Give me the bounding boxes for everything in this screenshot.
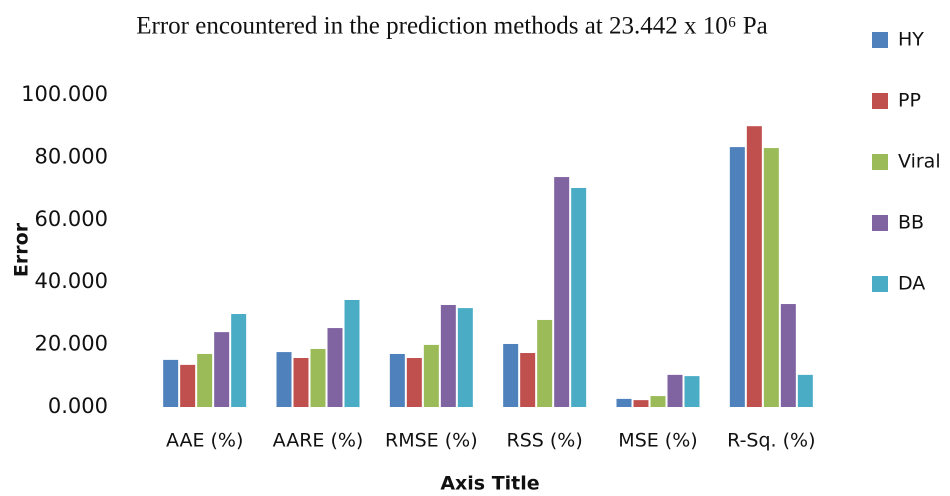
y-axis-title: Error [11,222,33,277]
x-tick-label: R-Sq. (%) [727,430,815,452]
bar [423,344,439,407]
bar [554,177,570,407]
bar [684,376,700,407]
bar [780,304,796,407]
bar [163,359,179,407]
legend-label: HY [898,29,924,51]
bar [440,304,456,407]
chart-title: Error encountered in the prediction meth… [136,13,767,40]
bar [520,353,536,407]
bar [763,148,779,408]
x-tick-label: AAE (%) [166,430,243,452]
y-tick-label: 0.000 [48,394,108,418]
bar [293,358,309,407]
legend-label: DA [898,273,925,295]
legend-swatch [872,154,888,170]
bar [746,126,762,407]
legend-swatch [872,32,888,48]
y-tick-label: 60.000 [35,207,108,231]
x-tick-label: RMSE (%) [385,430,478,452]
x-axis-title: Axis Title [440,473,539,495]
legend-label: Viral [898,151,941,173]
bar [797,374,813,407]
bar [310,348,326,407]
y-tick-label: 80.000 [35,144,108,168]
bar [231,314,247,407]
bar [633,400,649,407]
x-tick-label: AARE (%) [273,430,364,452]
bar [667,374,683,407]
y-tick-label: 40.000 [35,269,108,293]
y-tick-label: 20.000 [35,332,108,356]
bar [389,353,405,407]
legend-swatch [872,276,888,292]
x-tick-label: MSE (%) [618,430,697,452]
bar [180,364,196,407]
bar [406,358,422,407]
legend-swatch [872,215,888,231]
y-tick-label: 100.000 [21,82,108,106]
x-tick-label: RSS (%) [507,430,583,452]
bar [457,308,473,407]
bar [344,299,360,407]
legend-label: BB [898,212,924,234]
bar [729,147,745,407]
bar [327,328,343,407]
bar [650,396,666,407]
bar [537,319,553,407]
bar [571,187,587,407]
bar [503,343,519,407]
bar [214,332,230,407]
bar [197,353,213,407]
legend-swatch [872,93,888,109]
bar [616,398,632,407]
legend-label: PP [898,90,921,112]
bar [276,352,292,407]
